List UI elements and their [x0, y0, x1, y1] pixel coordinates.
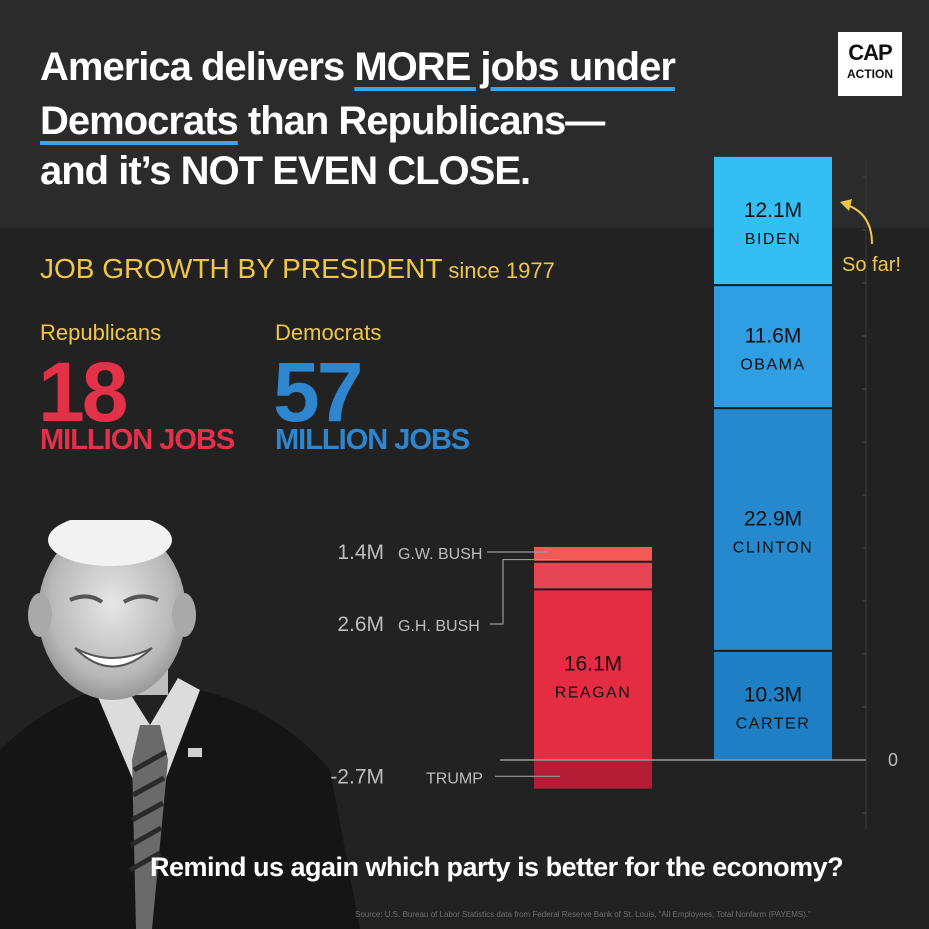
so-far-label: So far!	[842, 254, 901, 276]
bar-president-carter: CARTER	[736, 715, 811, 732]
republicans-label: Republicans	[40, 320, 162, 345]
flag-pin-icon	[188, 748, 202, 757]
headline-line-2: Democrats than Republicans—	[40, 94, 605, 148]
democrats-total: 57	[273, 345, 363, 439]
democrats-unit: MILLION JOBS	[275, 424, 470, 456]
side-label-g-w-bush: 1.4M G.W. BUSH	[337, 541, 548, 564]
bar-value-obama: 11.6M	[745, 325, 802, 348]
bar-segment-carter	[714, 650, 832, 760]
side-label-g-h-bush: 2.6M G.H. BUSH	[337, 558, 560, 636]
side-president-g-h-bush: G.H. BUSH	[398, 618, 480, 635]
bar-segment-g-w-bush	[534, 546, 652, 562]
republicans-total: 18	[38, 345, 128, 439]
logo-cap-text: CAP	[848, 40, 892, 65]
democrats-label: Democrats	[275, 320, 382, 345]
side-president-trump: TRUMP	[426, 770, 483, 787]
source-note: Source: U.S. Bureau of Labor Statistics …	[355, 910, 811, 919]
republicans-unit: MILLION JOBS	[40, 424, 235, 456]
zero-label: 0	[888, 750, 898, 770]
logo-action-text: ACTION	[847, 67, 893, 81]
bar-president-clinton: CLINTON	[733, 539, 813, 556]
necktie	[132, 725, 168, 929]
headline-line-1-underlined: MORE jobs under	[354, 45, 676, 89]
so-far-annotation: So far!	[840, 199, 901, 276]
hair	[48, 520, 172, 566]
suit-jacket	[0, 690, 360, 929]
side-value-g-w-bush: 1.4M	[337, 541, 384, 564]
side-value-g-h-bush: 2.6M	[337, 613, 384, 636]
chart-subtitle: JOB GROWTH BY PRESIDENT since 1977	[40, 253, 555, 285]
bar-segment-trump	[534, 760, 652, 789]
bar-president-biden: BIDEN	[745, 231, 801, 248]
side-labels: 2.6M G.H. BUSH 1.4M G.W. BUSH -2.7M TRUMP	[330, 541, 560, 788]
bar-president-reagan: REAGAN	[555, 685, 632, 702]
subtitle-main: JOB GROWTH BY PRESIDENT	[40, 253, 443, 284]
side-president-g-w-bush: G.W. BUSH	[398, 546, 482, 563]
headline-line-3: and it’s NOT EVEN CLOSE.	[40, 149, 531, 193]
face	[38, 524, 186, 700]
portrait-photo	[0, 520, 360, 929]
bar-value-clinton: 22.9M	[744, 507, 802, 530]
bar-segment-clinton	[714, 408, 832, 651]
side-value-trump: -2.7M	[330, 765, 384, 788]
leader-line	[490, 558, 560, 625]
bar-segment-g-h-bush	[534, 561, 652, 590]
smile	[74, 647, 153, 668]
bar-value-biden: 12.1M	[744, 199, 802, 222]
headline-line-1: America delivers MORE jobs under	[40, 40, 676, 94]
subtitle-since: since 1977	[448, 258, 555, 283]
bar-segment-biden	[714, 156, 832, 286]
stacked-bars	[534, 156, 832, 789]
bar-segment-reagan	[534, 589, 652, 760]
arrowhead-icon	[840, 199, 852, 211]
so-far-arrow-icon	[846, 204, 873, 245]
side-label-trump: -2.7M TRUMP	[330, 765, 560, 788]
bar-labels: 16.1M REAGAN 10.3M CARTER 22.9M CLINTON 11.6M O…	[555, 199, 813, 732]
headline-line-2-underlined: Democrats	[40, 99, 239, 143]
bar-segment-obama	[714, 285, 832, 409]
headline-line-2-end: than Republicans—	[237, 99, 605, 143]
cap-action-logo: CAP ACTION	[838, 32, 902, 96]
bar-president-obama: OBAMA	[740, 357, 805, 374]
bar-value-carter: 10.3M	[744, 683, 802, 706]
closing-question: Remind us again which party is better fo…	[150, 852, 844, 882]
bar-value-reagan: 16.1M	[564, 653, 622, 676]
headline-line-1-start: America delivers	[40, 45, 355, 89]
necktie-stripes	[128, 749, 168, 873]
